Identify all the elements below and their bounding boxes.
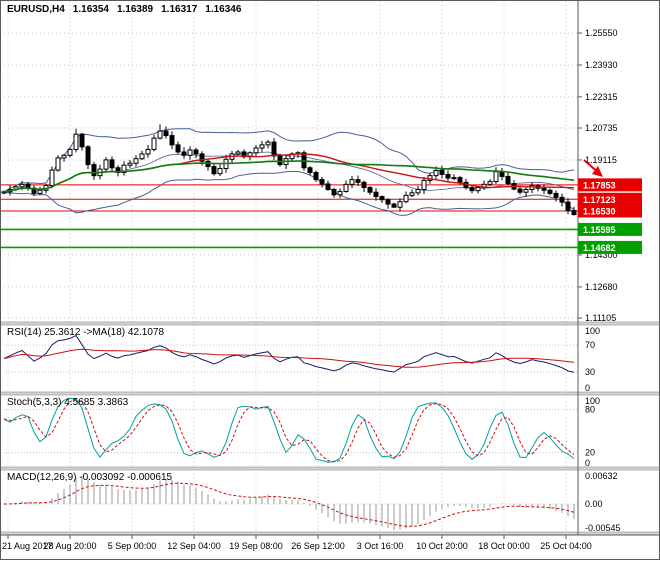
- stoch-d-line: [3, 398, 575, 463]
- price-axis-label: 1.12680: [585, 282, 618, 292]
- price-axis-label: 1.23930: [585, 60, 618, 70]
- macd-histogram: [9, 476, 575, 530]
- macd-axis-labels: 0.00632 0.00 -0.00545: [585, 471, 621, 533]
- macd-pane[interactable]: [0, 476, 578, 530]
- support-price-box: [578, 240, 642, 254]
- svg-text:100: 100: [585, 396, 600, 406]
- rsi-pane[interactable]: [0, 334, 578, 373]
- time-axis-label: 25 Oct 04:00: [540, 541, 592, 551]
- time-axis-label: 10 Oct 20:00: [416, 541, 468, 551]
- price-axis-label: 1.19115: [585, 155, 617, 165]
- level-price-label: 1.17853: [583, 180, 616, 190]
- svg-text:70: 70: [585, 340, 595, 350]
- resistance-price-box: [578, 192, 642, 206]
- level-price-label: 1.14682: [583, 243, 616, 253]
- candlesticks: [1, 124, 577, 216]
- time-axis-label: 26 Sep 12:00: [291, 541, 345, 551]
- price-axis-label: 1.11105: [585, 313, 616, 323]
- support-price-box: [578, 222, 642, 236]
- price-axis-label: 1.14300: [585, 250, 618, 260]
- svg-text:0.00632: 0.00632: [585, 471, 618, 481]
- down-arrow-annotation: [583, 159, 603, 177]
- time-axis-label: 19 Sep 08:00: [229, 541, 283, 551]
- rsi-ma-line: [3, 348, 575, 368]
- svg-text:30: 30: [585, 367, 595, 377]
- svg-text:80: 80: [585, 404, 595, 414]
- price-axis-label: 1.25550: [585, 28, 618, 38]
- time-axis-label: 12 Sep 04:00: [167, 541, 221, 551]
- svg-text:-0.00545: -0.00545: [585, 523, 621, 533]
- macd-signal-line: [3, 482, 575, 527]
- resistance-price-box: [578, 204, 642, 218]
- price-axis-label: 1.22315: [585, 92, 618, 102]
- time-axis-label: 18 Oct 00:00: [478, 541, 530, 551]
- resistance-price-box: [578, 178, 642, 192]
- svg-text:100: 100: [585, 326, 600, 336]
- svg-text:0.00: 0.00: [585, 499, 603, 509]
- stoch-pane[interactable]: [0, 397, 578, 463]
- time-axis-label: 5 Sep 00:00: [108, 541, 157, 551]
- price-axis-label: 1.20735: [585, 123, 618, 133]
- svg-text:0: 0: [585, 458, 590, 468]
- level-price-label: 1.16530: [583, 206, 616, 216]
- pane-separators: [0, 321, 660, 536]
- svg-text:0: 0: [585, 383, 590, 393]
- grid-lines: [0, 1, 578, 532]
- level-lines: [0, 184, 578, 249]
- level-price-label: 1.17123: [583, 195, 616, 205]
- level-price-label: 1.15595: [583, 225, 616, 235]
- time-axis-label: 3 Oct 16:00: [357, 541, 404, 551]
- rsi-axis-labels: 100 70 30 0: [585, 326, 600, 393]
- svg-text:20: 20: [585, 448, 595, 458]
- rsi-line: [3, 334, 575, 373]
- ma-green-line: [3, 160, 575, 193]
- time-axis-label: 28 Aug 20:00: [43, 541, 96, 551]
- time-axis-label: 21 Aug 2017: [2, 541, 53, 551]
- price-axis: 1.25550 1.23930 1.22315 1.20735 1.19115 1.143…: [0, 1, 660, 536]
- stoch-k-line: [3, 397, 575, 463]
